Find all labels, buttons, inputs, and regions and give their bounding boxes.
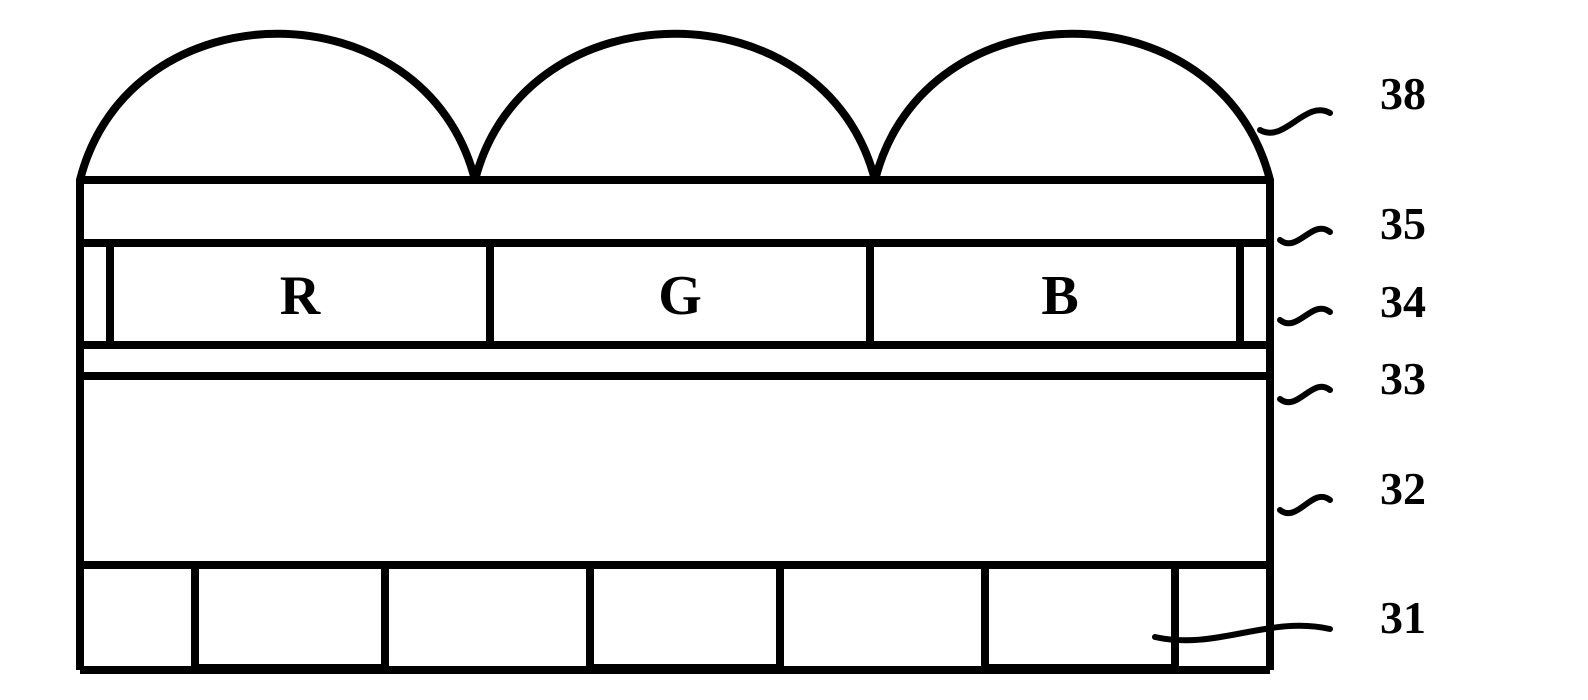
filter-label-g: G bbox=[658, 264, 702, 328]
layer-label-33: 33 bbox=[1380, 352, 1426, 405]
filter-label-r: R bbox=[280, 264, 320, 328]
diagram-stage: R G B 38 35 34 33 32 31 bbox=[0, 0, 1588, 700]
filter-label-b: B bbox=[1041, 264, 1078, 328]
cross-section-svg bbox=[0, 0, 1588, 700]
layer-label-31: 31 bbox=[1380, 591, 1426, 644]
layer-label-35: 35 bbox=[1380, 197, 1426, 250]
layer-label-34: 34 bbox=[1380, 275, 1426, 328]
layer-label-32: 32 bbox=[1380, 462, 1426, 515]
layer-label-38: 38 bbox=[1380, 67, 1426, 120]
